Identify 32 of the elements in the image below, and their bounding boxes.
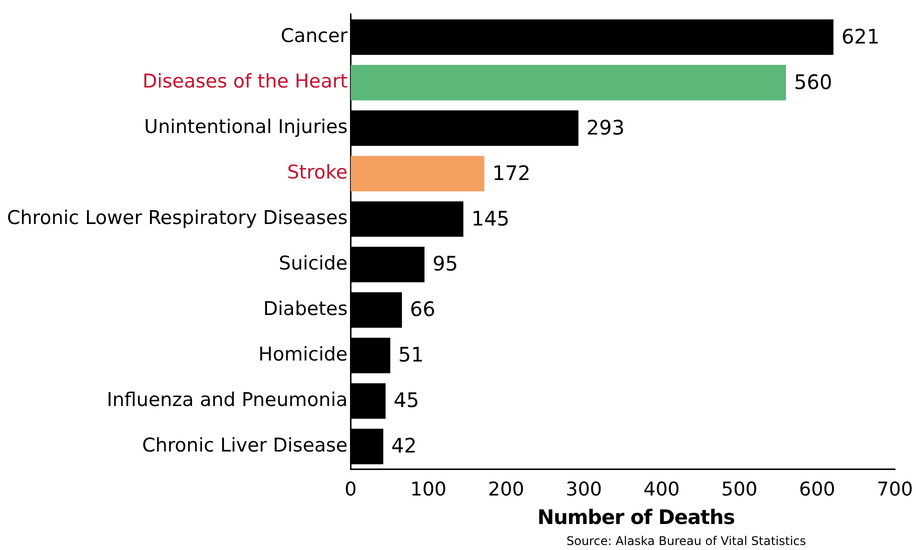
data-label: 172 — [492, 160, 531, 185]
data-label: 42 — [391, 434, 417, 458]
data-label: 45 — [394, 388, 420, 412]
y-tick-label: Diabetes — [263, 298, 348, 320]
y-tick-label: Chronic Lower Respiratory Diseases — [6, 206, 348, 229]
x-tick-label: 100 — [410, 478, 446, 501]
y-tick-label: Influenza and Pneumonia — [106, 388, 348, 411]
y-tick-label: Cancer — [280, 25, 348, 48]
source-note: Source: Alaska Bureau of Vital Statistics — [566, 534, 806, 548]
x-tick-label: 600 — [798, 478, 836, 501]
x-tick-label: 700 — [876, 478, 913, 501]
x-axis-title: Number of Deaths — [536, 505, 736, 529]
y-tick-label: Diseases of the Heart — [142, 70, 348, 93]
data-label: 95 — [432, 252, 458, 276]
x-tick-label: 0 — [344, 478, 357, 501]
data-label: 145 — [471, 206, 510, 230]
data-label: 66 — [410, 297, 436, 322]
data-label: 621 — [841, 24, 880, 48]
data-label: 560 — [794, 70, 832, 94]
y-tick-label: Chronic Liver Disease — [142, 434, 348, 456]
data-label: 51 — [398, 342, 424, 367]
x-tick-label: 400 — [643, 478, 680, 501]
y-tick-label: Homicide — [258, 343, 348, 366]
data-label: 293 — [586, 115, 625, 140]
x-tick-label: 200 — [488, 478, 524, 501]
x-tick-label: 500 — [721, 478, 758, 501]
bar — [350, 64, 786, 100]
y-tick-label: Stroke — [287, 162, 348, 184]
y-tick-label: Suicide — [278, 252, 348, 274]
x-tick-label: 300 — [566, 478, 602, 501]
bar — [350, 156, 484, 192]
y-tick-label: Unintentional Injuries — [144, 116, 348, 138]
